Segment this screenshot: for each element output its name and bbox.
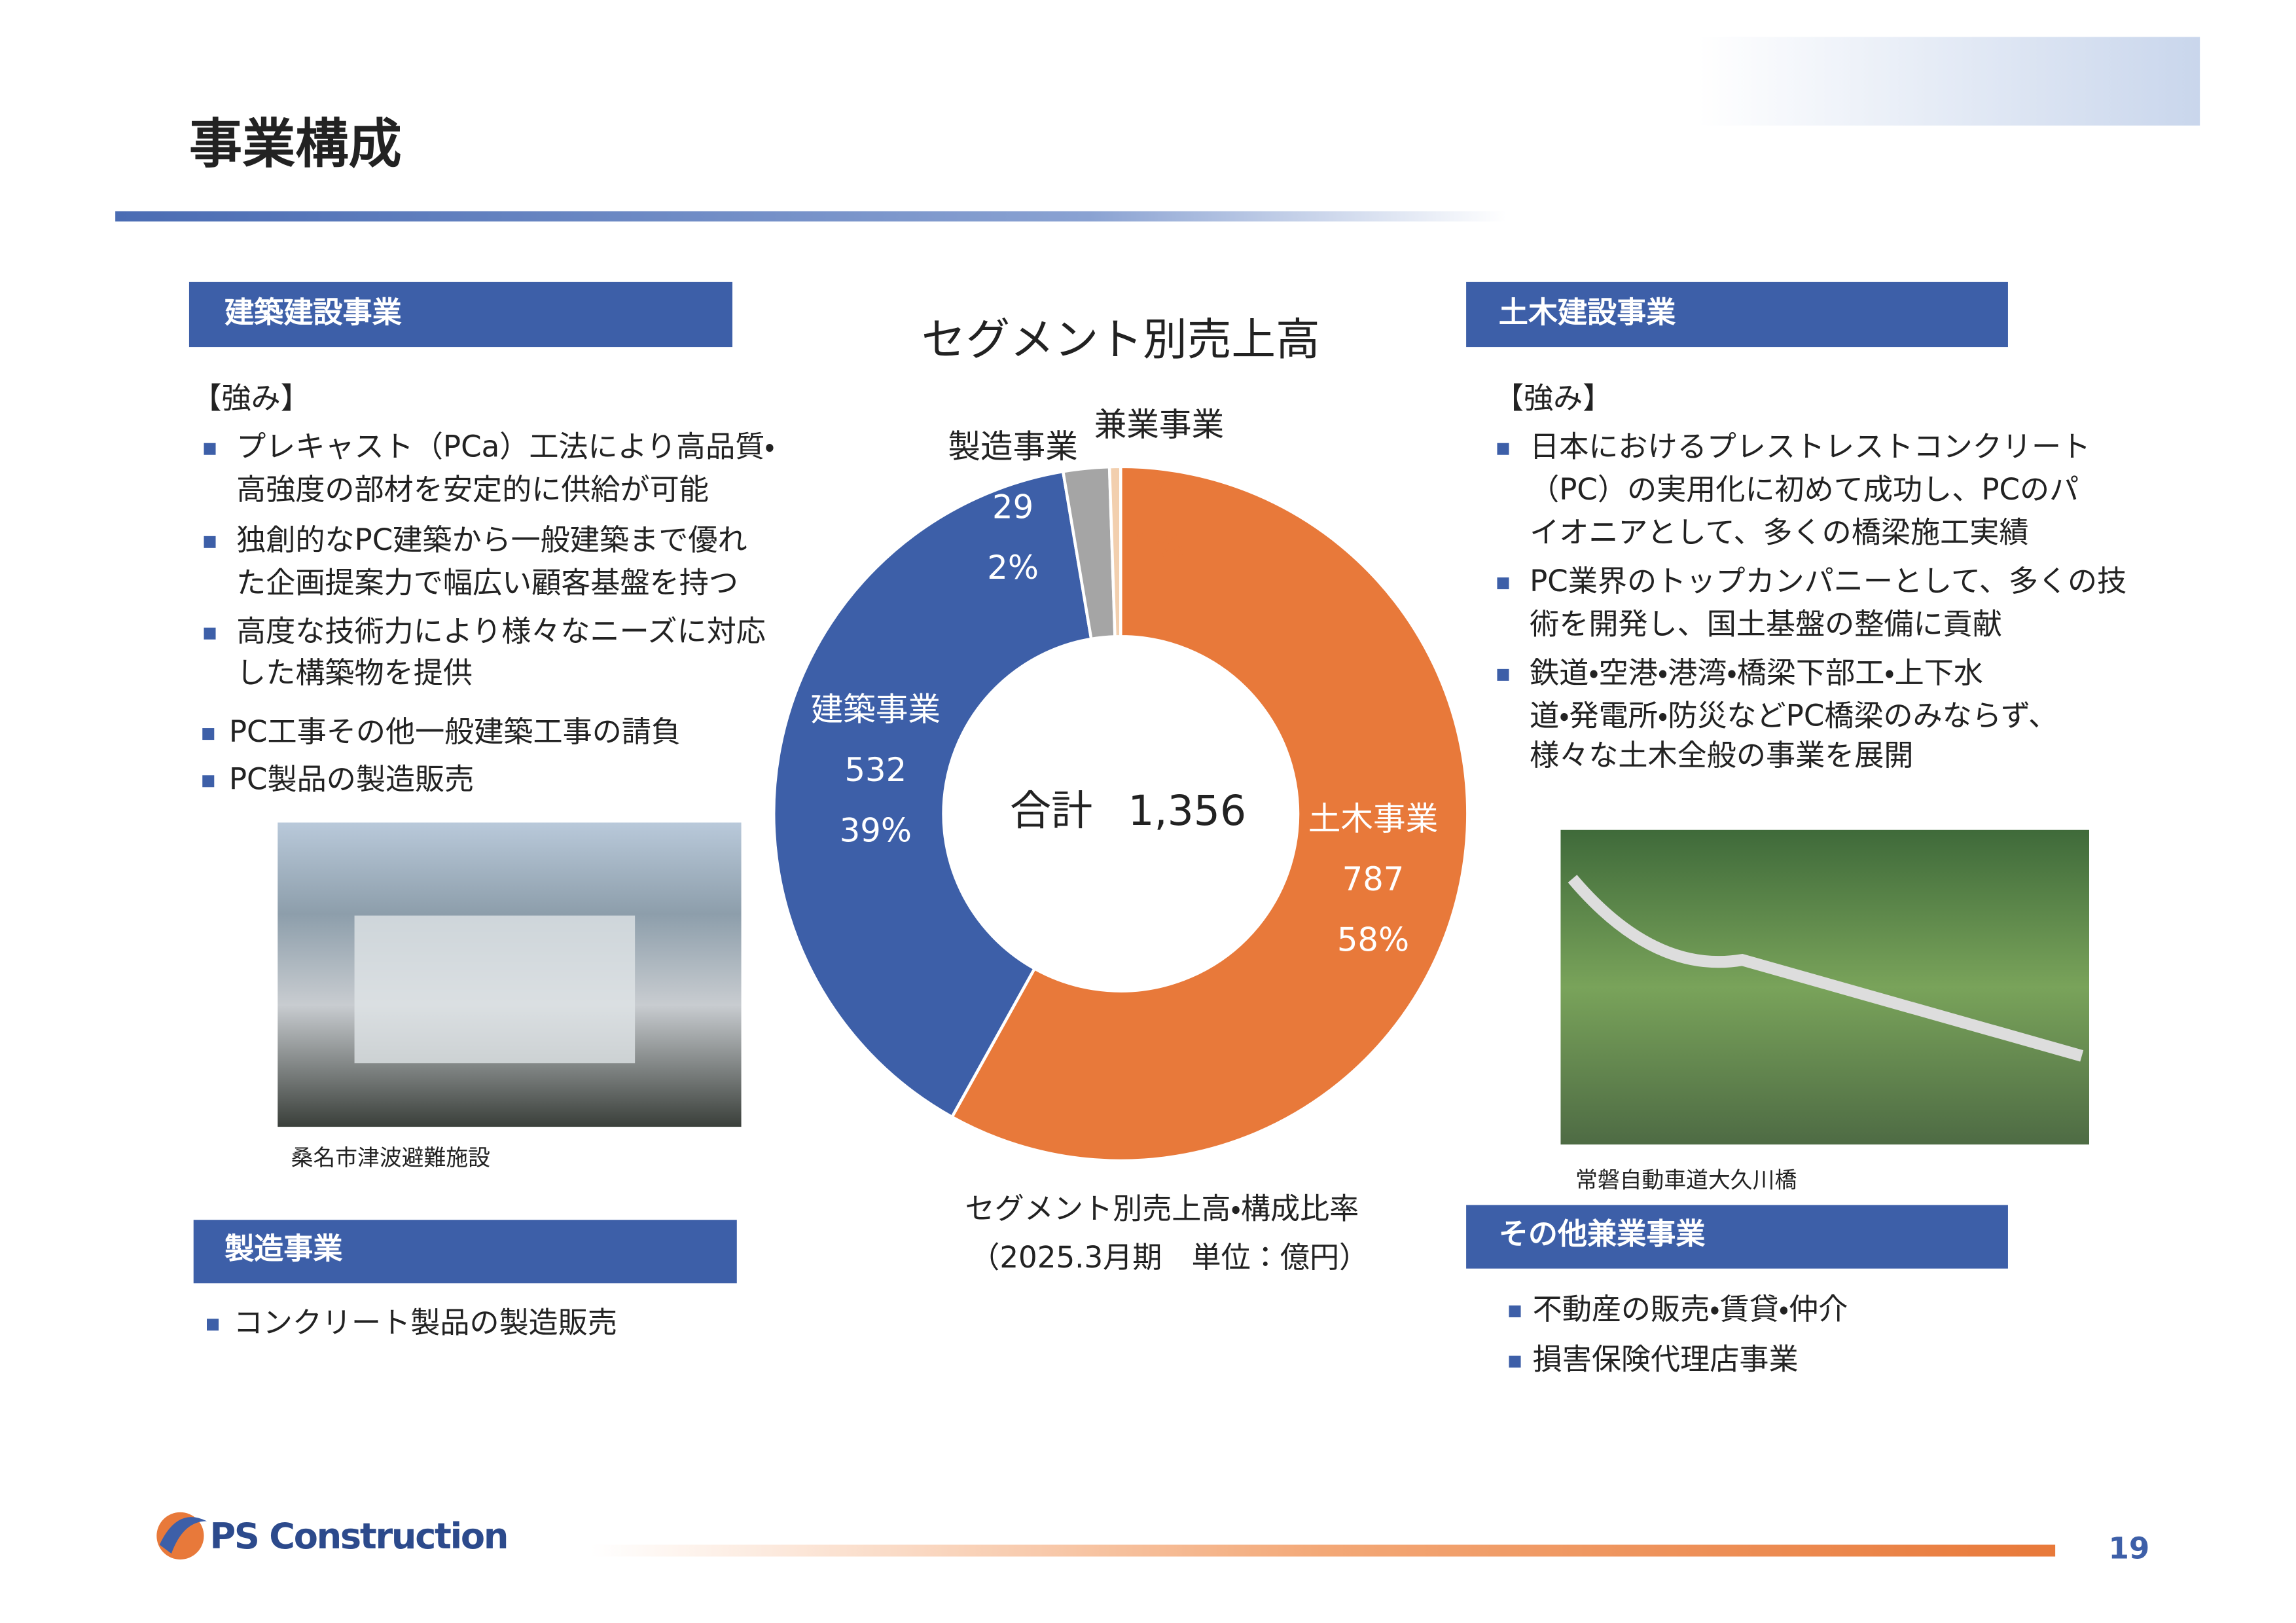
segment-percent: 2%	[987, 549, 1039, 587]
photo-bridge	[1568, 875, 2084, 1062]
total-label: 合計	[1010, 786, 1092, 835]
section-header	[1466, 282, 2008, 348]
section-heading: 製造事業	[224, 1231, 342, 1266]
bullet-text: 術を開発し、国土基盤の整備に貢献	[1530, 606, 2002, 641]
donut-segment	[772, 469, 1093, 1120]
section-heading: 建築建設事業	[224, 295, 402, 329]
bullet-marker	[204, 627, 216, 640]
chart-caption: （2025.3月期 単位：億円）	[970, 1240, 1369, 1275]
bullet-text: 損害保険代理店事業	[1533, 1342, 1799, 1377]
bullet-marker	[1509, 1305, 1521, 1318]
chart-total: 合計 1,356	[1010, 786, 1246, 835]
bullet-text: PC工事その他一般建築工事の請負	[229, 714, 681, 749]
bullet-text: 日本におけるプレストレストコンクリート	[1530, 429, 2090, 464]
bullet-text: （PC）の実用化に初めて成功し、PCのパ	[1530, 472, 2079, 507]
photo-caption: 常磐自動車道大久川橋	[1575, 1167, 1797, 1193]
chart-caption: セグメント別売上高・構成比率	[965, 1192, 1359, 1226]
bullet-text: イオニアとして、多くの橋梁施工実績	[1530, 515, 2028, 550]
segment-name: 土木事業	[1308, 800, 1438, 838]
bullet-marker	[1509, 1355, 1521, 1368]
page-title: 事業構成	[189, 114, 402, 175]
segment-percent: 1%	[1134, 526, 1185, 564]
bullet-marker	[204, 443, 216, 455]
section-heading: その他兼業事業	[1499, 1216, 1706, 1251]
logo-mark	[159, 1517, 207, 1554]
bullet-marker	[1497, 443, 1509, 455]
segment-percent: 58%	[1337, 921, 1409, 959]
bullet-marker	[1497, 577, 1509, 590]
bullet-text: 道・発電所・防災などPC橋梁のみならず、	[1530, 698, 2058, 733]
bullet-text: 鉄道・空港・港湾・橋梁下部工・上下水	[1530, 655, 1983, 690]
photo-caption: 桑名市津波避難施設	[291, 1145, 490, 1171]
logo: PS Construction	[210, 1516, 508, 1557]
bullet-marker	[1497, 668, 1509, 681]
section-header	[193, 1220, 737, 1284]
bullet-text: コンクリート製品の製造販売	[234, 1305, 617, 1340]
segment-value: 787	[1342, 860, 1405, 898]
photo-building	[354, 915, 636, 1064]
segment-name: 建築事業	[811, 691, 941, 729]
donut-segment	[950, 465, 1469, 1163]
footer-rule	[590, 1544, 2056, 1557]
total-value: 1,356	[1128, 786, 1246, 835]
bullet-marker	[204, 536, 216, 548]
bullet-marker	[206, 1319, 219, 1331]
bullet-marker	[202, 728, 215, 740]
bullet-text: 独創的なPC建築から一般建築まで優れ	[236, 522, 747, 557]
bullet-text: 高度な技術力により様々なニーズに対応	[236, 614, 766, 649]
bullet-text: PC業界のトップカンパニーとして、多くの技	[1530, 564, 2126, 598]
donut-segment	[1107, 465, 1122, 638]
segment-value: 7	[1149, 466, 1170, 504]
section-heading: 土木建設事業	[1499, 295, 1676, 329]
segment-value: 29	[992, 488, 1033, 526]
strengths-label: 【強み】	[1494, 380, 1612, 415]
segment-percent: 39%	[840, 812, 912, 850]
bullet-text: 不動産の販売・賃貸・仲介	[1533, 1292, 1848, 1326]
section-header	[188, 282, 733, 348]
bullet-text: した構築物を提供	[236, 655, 473, 690]
strengths-label: 【強み】	[192, 380, 310, 415]
bullet-text: 様々な土木全般の事業を展開	[1530, 738, 1913, 773]
page-number: 19	[2109, 1531, 2150, 1565]
bullet-text: た企画提案力で幅広い顧客基盤を持つ	[236, 565, 738, 600]
segment-value: 532	[844, 751, 906, 789]
segment-name: 兼業事業	[1094, 405, 1224, 443]
segment-name: 製造事業	[948, 428, 1077, 465]
chart-title: セグメント別売上高	[922, 314, 1320, 365]
header-decoration	[1698, 37, 2200, 126]
section-header	[1466, 1205, 2008, 1269]
bullet-text: プレキャスト（PCa）工法により高品質・	[236, 429, 775, 464]
bullet-text: 高強度の部材を安定的に供給が可能	[236, 472, 709, 507]
title-rule	[115, 211, 1507, 222]
bullet-text: PC製品の製造販売	[229, 761, 474, 796]
bullet-marker	[202, 775, 215, 788]
